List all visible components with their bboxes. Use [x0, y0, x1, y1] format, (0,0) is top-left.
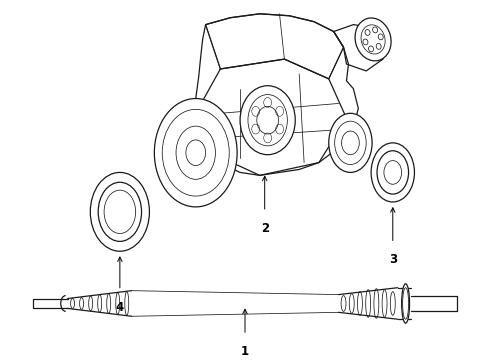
Ellipse shape [90, 172, 149, 251]
Ellipse shape [240, 86, 295, 155]
Ellipse shape [329, 113, 372, 172]
Ellipse shape [355, 18, 391, 61]
Ellipse shape [402, 284, 410, 323]
Text: 2: 2 [261, 222, 269, 235]
Ellipse shape [154, 99, 237, 207]
Ellipse shape [371, 143, 415, 202]
Text: 4: 4 [116, 301, 124, 314]
Text: 3: 3 [389, 253, 397, 266]
Text: 1: 1 [241, 345, 249, 358]
